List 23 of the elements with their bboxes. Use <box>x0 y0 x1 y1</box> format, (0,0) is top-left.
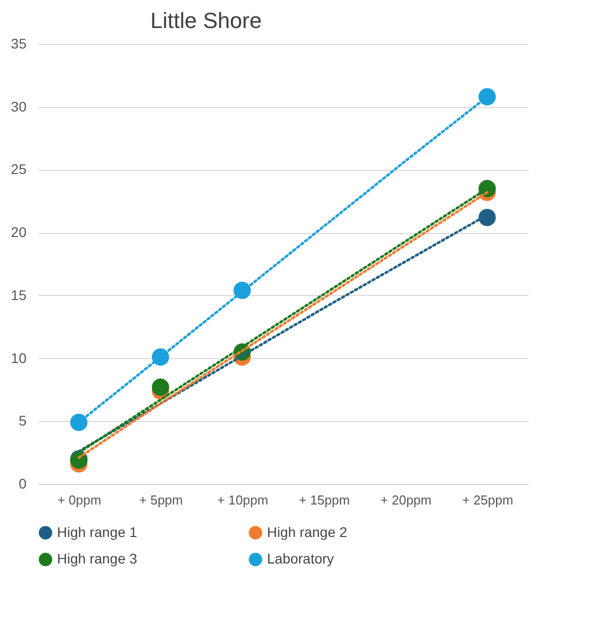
y-tick-label: 10 <box>10 350 27 366</box>
y-tick-label: 5 <box>18 412 27 429</box>
point <box>478 208 496 226</box>
y-tick-label: 30 <box>10 98 27 114</box>
y-tick-label: 20 <box>10 224 27 240</box>
x-tick-label: + 15ppm <box>298 492 350 508</box>
y-tick-label: 15 <box>10 286 27 303</box>
x-tick-label: + 0ppm <box>57 492 102 508</box>
y-tick-label: 35 <box>10 36 27 52</box>
x-tick-label: + 25ppm <box>462 492 514 508</box>
y-tick-label: 0 <box>18 476 27 492</box>
legend-label: High range 1 <box>57 524 138 540</box>
point <box>152 378 170 396</box>
x-tick-label: + 10ppm <box>217 492 268 508</box>
legend-label: High range 2 <box>267 524 348 540</box>
point <box>478 88 496 106</box>
legend-label: High range 3 <box>57 550 138 566</box>
x-tick-label: + 5ppm <box>139 492 183 508</box>
point <box>70 414 88 432</box>
y-tick-label: 25 <box>10 161 27 178</box>
legend-label: Laboratory <box>267 550 334 566</box>
x-tick-label: + 20ppm <box>380 492 432 508</box>
chart-title: Little Shore <box>150 8 262 33</box>
